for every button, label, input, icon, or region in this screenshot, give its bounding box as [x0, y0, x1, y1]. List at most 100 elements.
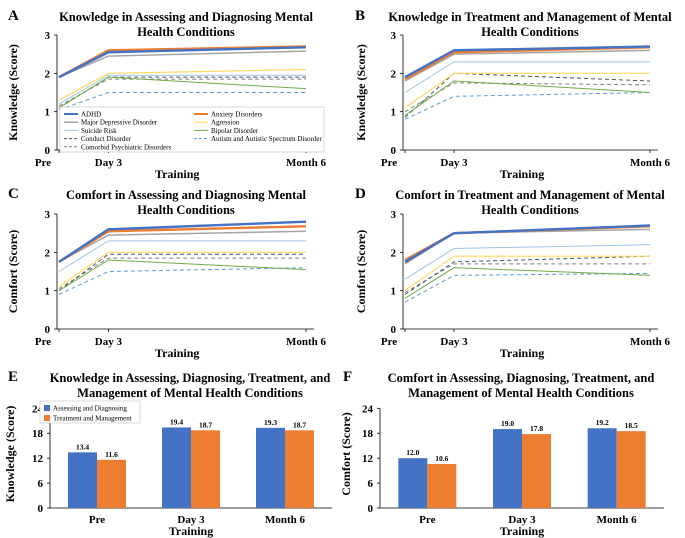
legend-swatch — [44, 415, 50, 421]
panel-f: F Comfort in Assessing, Diagnosing, Treat… — [339, 369, 664, 538]
series-line-agression — [404, 255, 650, 292]
panel-letter: D — [355, 186, 366, 202]
y-tick-label: 2 — [391, 68, 397, 80]
x-tick-label: Month 6 — [286, 157, 327, 169]
series-line-comorbid-psychiatric-disorders — [58, 257, 306, 290]
x-tick-label: Day 3 — [440, 157, 468, 169]
panel-letter: C — [8, 186, 19, 202]
panel-title-line: Health Conditions — [481, 203, 579, 217]
panel-title-line: Comfort in Assessing and Diagnosing Ment… — [66, 188, 306, 202]
x-tick-label: Day 3 — [95, 336, 123, 348]
series-line-major-depressive-disorder — [58, 50, 307, 78]
y-tick-label: 1 — [45, 107, 51, 119]
series-line-autism-and-autistic-spectrum-disorder — [58, 267, 307, 295]
series-line-bipolar-disorder — [58, 76, 307, 109]
bar-treatment-and-management — [616, 431, 646, 508]
bar-assessing-and-diagnosing — [398, 458, 428, 508]
x-tick-label: Pre — [35, 336, 51, 348]
x-tick-label: Day 3 — [177, 514, 205, 526]
panel-c: C Comfort in Assessing and Diagnosing Men… — [6, 186, 327, 360]
panel-a: A Knowledge in Assessing and Diagnosing M… — [6, 8, 327, 181]
bar-data-label: 12.0 — [406, 448, 419, 457]
line-legend: ADHD Anxiety Disorders Major Depressive Di… — [59, 106, 325, 153]
bar-data-label: 13.4 — [76, 442, 89, 451]
panel-title-line: Knowledge in Assessing, Diagnosing, Trea… — [50, 371, 331, 385]
panel-letter: F — [343, 369, 352, 385]
series-line-comorbid-psychiatric-disorders — [58, 78, 306, 107]
series-line-adhd — [404, 45, 651, 79]
x-tick-label: Pre — [381, 336, 397, 348]
panel-letter: A — [8, 8, 19, 24]
series-line-comorbid-psychiatric-disorders — [404, 263, 650, 294]
y-tick-label: 3 — [45, 209, 51, 221]
bar-data-label: 18.7 — [199, 420, 212, 429]
y-tick-label: 18 — [32, 428, 44, 440]
bar-assessing-and-diagnosing — [162, 427, 191, 508]
y-tick-label: 2 — [45, 68, 51, 80]
series-line-bipolar-disorder — [404, 267, 651, 299]
y-axis-label: Knowledge (Score) — [6, 44, 20, 141]
legend-label: ADHD — [81, 111, 101, 119]
bar-treatment-and-management — [97, 459, 126, 508]
y-tick-label: 18 — [362, 428, 374, 440]
line-legend-box — [59, 106, 325, 153]
bar-data-label: 17.8 — [530, 424, 543, 433]
legend-label: Comorbid Psychiatric Disorders — [81, 143, 171, 151]
x-tick-label: Pre — [419, 514, 435, 526]
panel-title-line: Knowledge in Treatment and Management of… — [388, 10, 672, 24]
series-line-bipolar-disorder — [404, 80, 651, 116]
x-axis-label: Training — [500, 346, 544, 360]
series-line-comorbid-psychiatric-disorders — [404, 82, 651, 113]
x-tick-label: Day 3 — [95, 157, 123, 169]
panel-title-line: Knowledge in Assessing and Diagnosing Me… — [59, 10, 313, 24]
series-line-suicide-risk — [404, 244, 651, 280]
series-line-suicide-risk — [58, 240, 306, 272]
bar-data-label: 19.2 — [596, 418, 609, 427]
series-line-autism-and-autistic-spectrum-disorder — [58, 92, 306, 111]
series-line-conduct-disorder — [404, 255, 651, 295]
bar-data-label: 18.5 — [625, 421, 638, 430]
y-tick-label: 0 — [391, 145, 397, 157]
y-tick-label: 1 — [391, 286, 397, 298]
series-line-major-depressive-disorder — [58, 230, 307, 263]
x-tick-label: Pre — [89, 514, 105, 526]
y-axis-label: Comfort (Score) — [6, 230, 20, 313]
panel-d: D Comfort in Treatment and Management of … — [354, 186, 671, 360]
y-tick-label: 0 — [38, 503, 44, 515]
bar-legend-box — [39, 400, 141, 424]
legend-label: Agression — [211, 119, 240, 127]
panel-title-line: Health Conditions — [137, 203, 235, 217]
y-tick-label: 0 — [45, 145, 51, 157]
series-line-conduct-disorder — [58, 253, 306, 292]
y-tick-label: 3 — [391, 30, 397, 42]
panel-title-line: Health Conditions — [481, 25, 579, 39]
legend-label: Major Depressive Disorder — [81, 119, 158, 127]
bar-assessing-and-diagnosing — [587, 428, 617, 508]
x-axis-label: Training — [500, 167, 544, 181]
y-axis-label: Knowledge (Score) — [354, 44, 368, 141]
y-axis-label: Comfort (Score) — [354, 230, 368, 313]
y-tick-label: 6 — [368, 478, 374, 490]
legend-swatch — [44, 405, 50, 411]
y-tick-label: 0 — [368, 503, 374, 515]
panel-title-line: Management of Mental Health Conditions — [77, 386, 303, 400]
panel-title-line: Health Conditions — [137, 25, 235, 39]
y-tick-label: 24 — [362, 403, 374, 415]
y-tick-label: 1 — [45, 286, 51, 298]
bar-data-label: 19.0 — [501, 419, 514, 428]
x-tick-label: Month 6 — [630, 157, 671, 169]
bar-treatment-and-management — [285, 430, 314, 508]
bar-assessing-and-diagnosing — [256, 427, 285, 508]
series-line-bipolar-disorder — [58, 259, 307, 292]
series-line-agression — [58, 68, 307, 101]
panel-letter: E — [8, 369, 18, 385]
series-line-autism-and-autistic-spectrum-disorder — [404, 272, 651, 303]
y-tick-label: 12 — [32, 453, 44, 465]
series-line-agression — [58, 251, 306, 288]
series-line-adhd — [58, 46, 307, 79]
x-tick-label: Pre — [381, 157, 397, 169]
bar-data-label: 19.4 — [170, 417, 183, 426]
bar-legend: Assessing and Diagnosing Treatment and Ma… — [39, 400, 141, 424]
legend-label: Anxiety Disorders — [211, 111, 263, 119]
